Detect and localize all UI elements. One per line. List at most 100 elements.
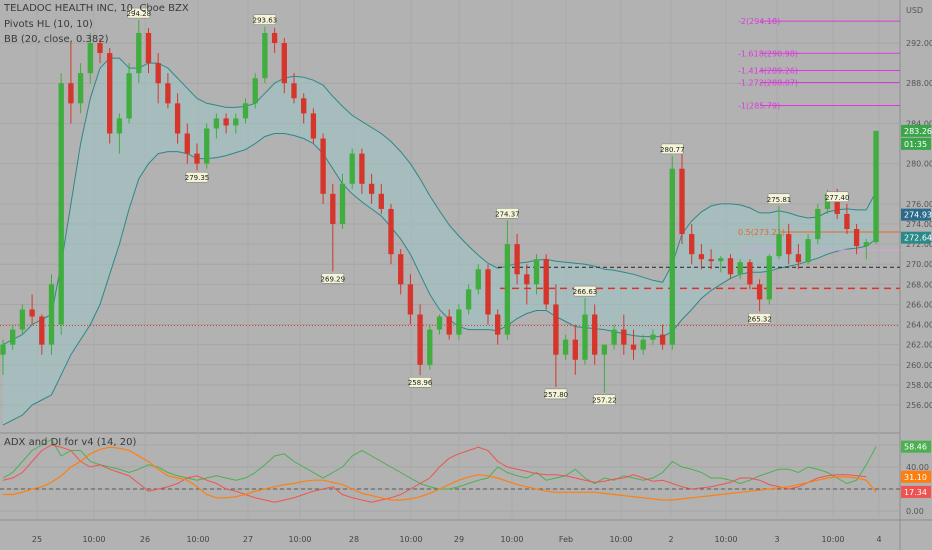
price-tick-label: 266.00 [906, 300, 932, 309]
candle-body [281, 43, 287, 84]
candle-body [262, 32, 268, 79]
candle-body [562, 339, 569, 355]
pivot-label-box [748, 313, 771, 324]
pivot-label: 269.29 [321, 275, 346, 283]
candle-body [301, 98, 307, 114]
price-tick-label: 276.00 [906, 200, 932, 209]
currency-label: USD [906, 6, 923, 15]
candle-body [679, 168, 685, 235]
adx-badge-box [901, 485, 931, 498]
pivot-label-box [767, 193, 791, 205]
candle-body [514, 244, 520, 275]
time-tick-label: 4 [876, 535, 881, 544]
pivot-label-box [593, 394, 616, 405]
fib-level-label: -2(294.18) [738, 17, 780, 26]
adx-tick-label: 40.00 [906, 463, 929, 472]
candle-body [776, 234, 782, 257]
time-tick-label: 10:00 [714, 535, 737, 544]
candle-body [145, 32, 152, 64]
candle-body [204, 128, 210, 164]
candle-body [126, 73, 132, 119]
chart-title: TELADOC HEALTH INC, 10, Cboe BZX [4, 3, 189, 14]
candle-body [659, 334, 666, 345]
time-tick-label: 10:00 [500, 535, 523, 544]
time-tick-label: 10:00 [609, 535, 632, 544]
candle-body [572, 339, 578, 360]
candle-body [543, 259, 549, 305]
candle-body [48, 284, 55, 345]
pivot-label: 293.63 [253, 17, 278, 25]
di-plus-badge-box [901, 440, 931, 453]
candle-body [621, 329, 627, 345]
pivot-label-box [185, 171, 209, 183]
pivot-label: 275.81 [767, 196, 792, 204]
time-tick-label: 25 [32, 535, 42, 544]
time-tick-label: Feb [559, 535, 573, 544]
price-tick-label: 292.00 [906, 39, 932, 48]
time-tick-label: 10:00 [82, 535, 105, 544]
candle-body [815, 208, 821, 240]
bollinger-band-fill [3, 58, 876, 426]
di-minus-badge-box [901, 470, 931, 483]
candle-body [29, 309, 35, 317]
pivot-label-box [825, 191, 849, 203]
candle-body [863, 242, 869, 247]
pivot-label: 265.32 [747, 315, 772, 323]
legend-bollinger: BB (20, close, 0.382) [4, 34, 109, 45]
candle-body [184, 133, 190, 154]
fib-level-label: 0(271.4) [742, 246, 776, 255]
pivot-label-box [496, 208, 519, 219]
candle-body [39, 316, 45, 345]
candle-body [330, 193, 336, 224]
candle-body [0, 344, 6, 355]
last-price-badge: 283.26 [904, 127, 932, 136]
pivot-label: 274.37 [495, 210, 520, 218]
candle-body [727, 258, 734, 275]
candle-body [165, 83, 171, 104]
candle-body [19, 309, 26, 330]
price-badge: 274.93 [904, 211, 932, 220]
candle-body [213, 118, 220, 129]
price-tick-label: 274.00 [906, 220, 932, 229]
pivot-label: 280.77 [660, 146, 685, 154]
pivot-label: 257.80 [544, 391, 569, 399]
adx-panel-title: ADX and DI for v4 (14, 20) [4, 437, 137, 448]
price-badge-box [901, 231, 931, 244]
pivot-label-box [408, 376, 432, 388]
candle-body [271, 32, 278, 43]
time-tick-label: 10:00 [288, 535, 311, 544]
candle-body [533, 259, 540, 285]
countdown-badge-box [901, 137, 931, 150]
candle-body [844, 213, 850, 230]
candle-body [698, 254, 705, 260]
candle-body [747, 262, 753, 285]
fib-level-label: -1(285.79) [738, 101, 780, 110]
pivot-label-box [253, 14, 277, 25]
pivot-label: 258.96 [408, 379, 433, 387]
adx-tick-label: 0.00 [906, 507, 924, 516]
candle-body [495, 314, 501, 335]
di-plus-badge: 58.46 [904, 443, 927, 452]
candle-body [795, 254, 802, 263]
candle-body [339, 183, 346, 224]
time-tick-label: 10:00 [186, 535, 209, 544]
pivot-label-box [661, 143, 684, 155]
candle-body [223, 118, 229, 126]
pivot-label-box [127, 7, 151, 19]
fib-level-label: -1.414(289.26) [738, 67, 798, 76]
candle-body [873, 130, 879, 243]
candle-body [436, 316, 443, 330]
time-tick-label: 10:00 [821, 535, 844, 544]
candle-body [708, 259, 714, 262]
candle-body [640, 339, 646, 350]
candle-body [485, 269, 491, 315]
candle-body [291, 83, 297, 99]
candle-body [136, 32, 142, 74]
price-tick-label: 268.00 [906, 280, 932, 289]
candle-body [456, 309, 462, 335]
pivot-label: 257.22 [592, 397, 617, 405]
candle-body [368, 183, 375, 194]
candle-body [630, 344, 637, 350]
